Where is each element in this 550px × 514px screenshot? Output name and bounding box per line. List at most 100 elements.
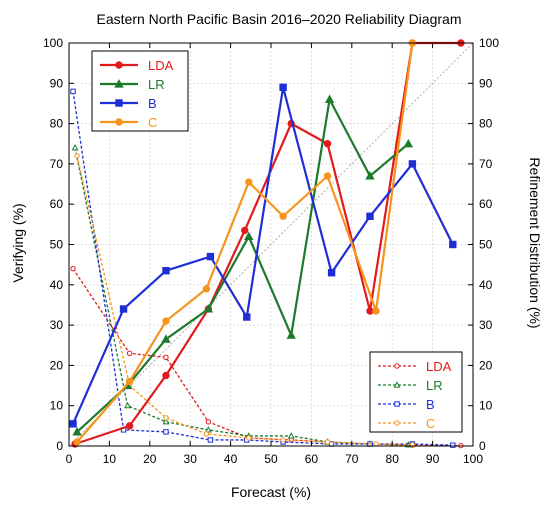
y2-axis-label: Refinement Distribution (%) xyxy=(527,157,543,328)
reliability-series-b xyxy=(69,83,457,428)
legend-top: LDA LR BC xyxy=(91,50,189,132)
reliability-point-b xyxy=(206,252,215,261)
reliability-point-b xyxy=(327,269,336,277)
refinement-point-lda xyxy=(163,354,169,361)
legend-label: B xyxy=(426,397,435,412)
diagonal-reference-line xyxy=(68,42,474,447)
reliability-point-lr xyxy=(203,304,214,313)
x-tick-label: 90 xyxy=(426,452,440,466)
refinement-series-c xyxy=(74,153,416,448)
y-tick-label: 30 xyxy=(50,318,64,332)
y-tick-label: 40 xyxy=(50,278,64,292)
reliability-point-b xyxy=(408,160,417,168)
x-tick-label: 30 xyxy=(184,452,198,466)
x-tick-label: 40 xyxy=(224,452,238,466)
y-tick-label: 10 xyxy=(50,399,64,413)
y2-tick-label: 20 xyxy=(479,358,493,372)
legend-swatch-marker xyxy=(394,420,400,426)
reliability-point-c xyxy=(202,285,211,293)
refinement-line-lr xyxy=(74,147,409,446)
y-tick-label: 0 xyxy=(56,439,63,453)
refinement-point-c xyxy=(246,435,252,441)
reliability-series-c xyxy=(73,39,417,446)
refinement-point-c xyxy=(280,437,286,443)
y2-tick-label: 90 xyxy=(479,76,493,90)
refinement-point-c xyxy=(163,415,169,421)
reliability-line-b xyxy=(72,87,454,425)
refinement-layer xyxy=(70,88,464,449)
refinement-point-b xyxy=(450,442,456,448)
legend-entry-lr: LR xyxy=(100,77,165,92)
reliability-point-c xyxy=(372,307,380,315)
reliability-point-lr xyxy=(403,138,414,148)
y2-tick-label: 30 xyxy=(479,318,493,332)
legend-entry-c: C xyxy=(378,416,435,431)
reliability-point-b xyxy=(162,266,170,275)
y2-tick-label: 50 xyxy=(479,238,493,252)
legend-swatch-marker xyxy=(115,61,123,69)
reliability-point-b xyxy=(279,83,287,92)
x-tick-label: 60 xyxy=(305,452,319,466)
legend-entry-lda: LDA xyxy=(100,58,174,73)
refinement-point-c xyxy=(74,153,80,159)
legend-label: B xyxy=(148,96,157,111)
y-tick-label: 60 xyxy=(50,197,64,211)
y-tick-label: 90 xyxy=(50,76,64,90)
y2-tick-label: 10 xyxy=(479,399,493,413)
legend-swatch-marker xyxy=(394,363,400,369)
reliability-layer xyxy=(69,39,465,448)
legend-entry-c: C xyxy=(100,115,157,130)
legend-label: LDA xyxy=(426,359,452,374)
reliability-point-lda xyxy=(162,371,170,380)
y2-tick-label: 40 xyxy=(479,278,493,292)
legend-label: LDA xyxy=(148,58,174,73)
legend-swatch-marker xyxy=(115,99,123,107)
y2-tick-label: 100 xyxy=(479,36,499,50)
refinement-point-c xyxy=(324,439,331,445)
x-tick-label: 70 xyxy=(345,452,359,466)
reliability-series-lr xyxy=(72,94,414,436)
legend-swatch-marker xyxy=(394,401,400,407)
refinement-point-b xyxy=(207,437,214,443)
y-tick-label: 70 xyxy=(50,157,64,171)
legend-box xyxy=(91,50,189,132)
reliability-point-c xyxy=(162,317,170,325)
legend-label: LR xyxy=(426,378,443,393)
refinement-point-lda xyxy=(126,350,133,357)
y-tick-label: 50 xyxy=(50,238,64,252)
x-tick-label: 10 xyxy=(103,452,117,466)
refinement-point-c xyxy=(203,431,210,437)
legend-label: C xyxy=(426,416,435,431)
chart-title: Eastern North Pacific Basin 2016–2020 Re… xyxy=(97,11,462,27)
legend-swatch-marker xyxy=(115,118,123,126)
reliability-point-c xyxy=(73,438,81,446)
y2-tick-label: 70 xyxy=(479,157,493,171)
reliability-point-lr xyxy=(72,427,82,436)
refinement-point-lr xyxy=(162,418,170,425)
reliability-point-c xyxy=(323,172,332,180)
legend-entry-b: B xyxy=(378,397,435,412)
x-tick-label: 0 xyxy=(66,452,73,466)
reliability-point-lda xyxy=(366,307,374,315)
y-axis-label: Verifying (%) xyxy=(10,203,26,282)
refinement-series-lr xyxy=(71,144,412,448)
refinement-point-b xyxy=(163,429,169,435)
x-tick-label: 50 xyxy=(264,452,278,466)
tick-layer: 0 10 20 30 40 50 60 70 80 90 100010203040506070809… xyxy=(43,36,499,466)
refinement-point-b xyxy=(70,88,76,95)
legend-box xyxy=(369,351,463,433)
reliability-point-lr xyxy=(161,334,171,343)
reliability-point-lr xyxy=(244,231,254,241)
legend-bottom: LDA LR BC xyxy=(369,351,463,433)
reliability-point-lr xyxy=(365,171,375,180)
refinement-point-lda xyxy=(70,265,76,272)
x-tick-label: 100 xyxy=(463,452,483,466)
reliability-point-b xyxy=(119,305,128,313)
legend-label: C xyxy=(148,115,157,130)
refinement-point-lr xyxy=(204,426,212,433)
refinement-point-lr xyxy=(71,144,79,151)
legend-label: LR xyxy=(148,77,165,92)
y-tick-label: 20 xyxy=(50,358,64,372)
